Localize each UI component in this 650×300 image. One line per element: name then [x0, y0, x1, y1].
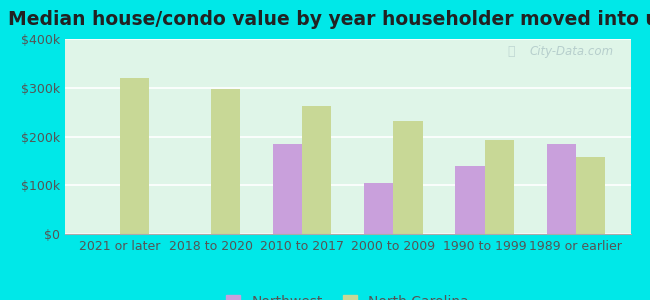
Bar [484, 140, 514, 234]
Bar [120, 78, 149, 234]
Bar [273, 144, 302, 234]
Bar [456, 166, 484, 234]
Bar [576, 157, 605, 234]
Title: Median house/condo value by year householder moved into unit: Median house/condo value by year househo… [8, 10, 650, 29]
Bar [364, 183, 393, 234]
Text: City-Data.com: City-Data.com [529, 45, 614, 58]
Bar [211, 89, 240, 234]
Legend: Northwest, North Carolina: Northwest, North Carolina [226, 295, 469, 300]
Bar [393, 121, 422, 234]
Bar [302, 106, 332, 234]
Text: ⓘ: ⓘ [507, 45, 515, 58]
Bar [547, 144, 576, 234]
